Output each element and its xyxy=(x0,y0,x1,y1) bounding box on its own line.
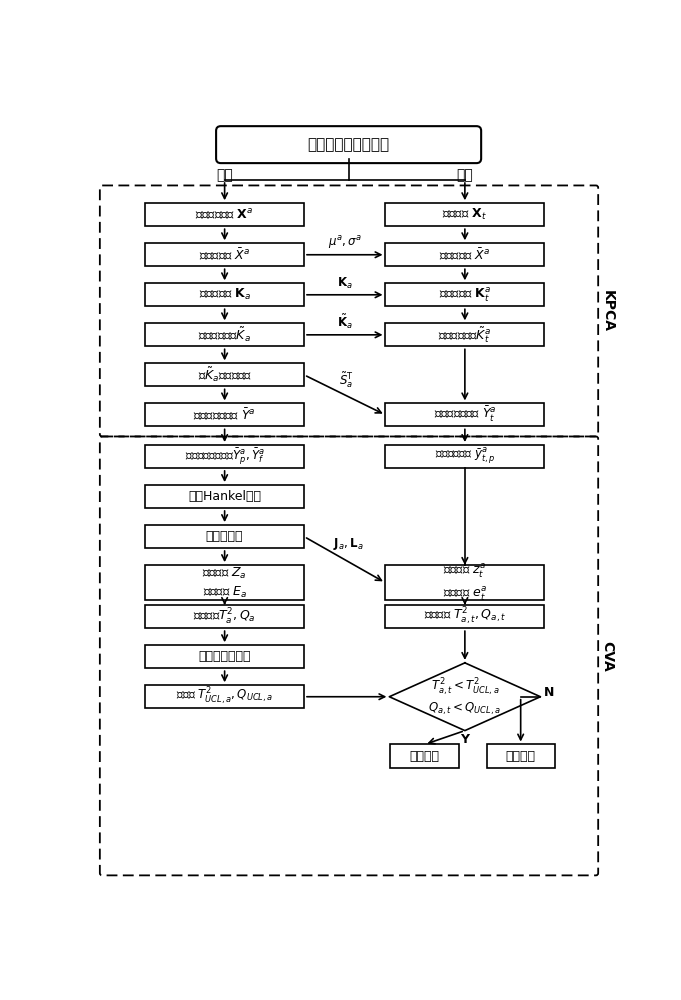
Text: 过去未来观测矩阵$\bar{Y}^a_p, \bar{Y}^a_f$: 过去未来观测矩阵$\bar{Y}^a_p, \bar{Y}^a_f$ xyxy=(185,446,265,467)
Text: N: N xyxy=(543,686,554,699)
FancyBboxPatch shape xyxy=(145,283,304,306)
Text: 中心化核矩阵$\tilde{K}_a$: 中心化核矩阵$\tilde{K}_a$ xyxy=(198,326,251,344)
Text: 过去观测向量 $\bar{y}^a_{t,p}$: 过去观测向量 $\bar{y}^a_{t,p}$ xyxy=(434,447,495,466)
FancyBboxPatch shape xyxy=(145,645,304,668)
FancyBboxPatch shape xyxy=(216,126,481,163)
Text: 生成核矩阵 $\mathbf{K}_a$: 生成核矩阵 $\mathbf{K}_a$ xyxy=(199,287,251,302)
Text: CVA: CVA xyxy=(601,641,614,671)
FancyBboxPatch shape xyxy=(145,363,304,386)
FancyBboxPatch shape xyxy=(145,605,304,628)
FancyBboxPatch shape xyxy=(145,485,304,508)
Text: 构建Hankel矩阵: 构建Hankel矩阵 xyxy=(188,490,261,503)
Text: Y: Y xyxy=(460,733,469,746)
Text: 控制限 $T^2_{UCL,a}, Q_{UCL,a}$: 控制限 $T^2_{UCL,a}, Q_{UCL,a}$ xyxy=(176,686,273,707)
FancyBboxPatch shape xyxy=(145,445,304,468)
Text: 测试数据主成分 $\bar{Y}_t^a$: 测试数据主成分 $\bar{Y}_t^a$ xyxy=(434,405,496,424)
Text: 中心化核矩阵$\tilde{K}_t^a$: 中心化核矩阵$\tilde{K}_t^a$ xyxy=(439,325,492,345)
FancyBboxPatch shape xyxy=(385,605,544,628)
Text: $\mathbf{K}_a$: $\mathbf{K}_a$ xyxy=(337,276,353,291)
Text: $T^2_{a,t} < T^2_{UCL,a}$
$Q_{a,t} < Q_{UCL,a}$: $T^2_{a,t} < T^2_{UCL,a}$ $Q_{a,t} < Q_{… xyxy=(428,677,501,717)
Text: KPCA: KPCA xyxy=(601,290,614,332)
Text: 状态转变: 状态转变 xyxy=(506,750,536,763)
FancyBboxPatch shape xyxy=(145,203,304,226)
Text: 监测: 监测 xyxy=(456,168,473,182)
Text: 流动状态主成分 $\bar{Y}^a$: 流动状态主成分 $\bar{Y}^a$ xyxy=(193,407,256,423)
Text: 规范变量 $z^a_t$
残差变量 $e^a_t$: 规范变量 $z^a_t$ 残差变量 $e^a_t$ xyxy=(443,563,487,603)
Text: 规范变量 $Z_a$
残差变量 $E_a$: 规范变量 $Z_a$ 残差变量 $E_a$ xyxy=(202,565,247,600)
FancyBboxPatch shape xyxy=(145,565,304,600)
FancyBboxPatch shape xyxy=(145,525,304,548)
FancyBboxPatch shape xyxy=(385,403,544,426)
Text: 奇异值分解: 奇异值分解 xyxy=(206,530,243,543)
FancyBboxPatch shape xyxy=(385,243,544,266)
FancyBboxPatch shape xyxy=(145,685,304,708)
Text: $\mathbf{J}_a, \mathbf{L}_a$: $\mathbf{J}_a, \mathbf{L}_a$ xyxy=(333,536,364,552)
Text: 流动状态数据 $\mathbf{X}^a$: 流动状态数据 $\mathbf{X}^a$ xyxy=(195,208,254,222)
Text: 数据归一化 $\bar{X}^a$: 数据归一化 $\bar{X}^a$ xyxy=(199,247,250,263)
Polygon shape xyxy=(390,663,541,731)
Text: $\mu^a, \sigma^a$: $\mu^a, \sigma^a$ xyxy=(328,234,362,251)
Text: 测试数据 $\mathbf{X}_t$: 测试数据 $\mathbf{X}_t$ xyxy=(443,207,488,222)
FancyBboxPatch shape xyxy=(385,203,544,226)
FancyBboxPatch shape xyxy=(390,744,459,768)
FancyBboxPatch shape xyxy=(385,283,544,306)
FancyBboxPatch shape xyxy=(487,744,555,768)
Text: $\tilde{S}_a^{\rm T}$: $\tilde{S}_a^{\rm T}$ xyxy=(339,370,353,389)
FancyBboxPatch shape xyxy=(145,403,304,426)
Text: 监测指标$T_a^2, Q_a$: 监测指标$T_a^2, Q_a$ xyxy=(193,607,256,627)
Text: 对$\tilde{K}_a$特征值分解: 对$\tilde{K}_a$特征值分解 xyxy=(197,366,252,384)
FancyBboxPatch shape xyxy=(145,323,304,346)
FancyBboxPatch shape xyxy=(385,323,544,346)
Text: 数据归一化 $\bar{X}^a$: 数据归一化 $\bar{X}^a$ xyxy=(439,247,490,263)
Text: 监测指标 $T^2_{a,t}, Q_{a,t}$: 监测指标 $T^2_{a,t}, Q_{a,t}$ xyxy=(424,606,506,627)
FancyBboxPatch shape xyxy=(145,243,304,266)
Text: 生成核矩阵 $\mathbf{K}_t^a$: 生成核矩阵 $\mathbf{K}_t^a$ xyxy=(439,286,491,304)
Text: 建模: 建模 xyxy=(217,168,233,182)
Text: 气液两相流流动过程: 气液两相流流动过程 xyxy=(308,137,390,152)
FancyBboxPatch shape xyxy=(385,445,544,468)
Text: 核密度估计算法: 核密度估计算法 xyxy=(198,650,251,663)
Text: $\tilde{\mathbf{K}}_a$: $\tilde{\mathbf{K}}_a$ xyxy=(337,313,353,331)
Text: 状态不变: 状态不变 xyxy=(409,750,439,763)
FancyBboxPatch shape xyxy=(385,565,544,600)
